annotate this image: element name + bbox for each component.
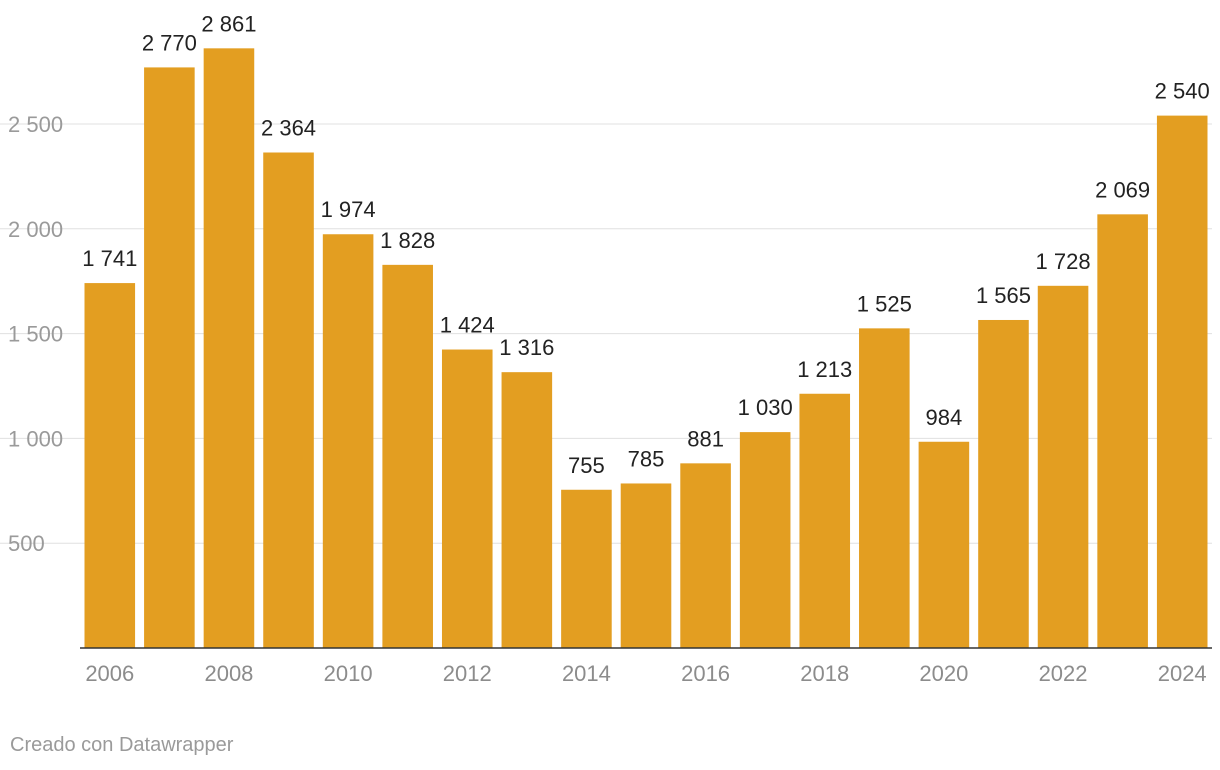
data-label-2006: 1 741 [82,246,137,271]
bar-2012 [442,350,493,648]
bar-2021 [978,320,1029,648]
y-tick-label: 2 000 [8,217,63,242]
bar-2010 [323,234,374,648]
data-label-2014: 755 [568,453,605,478]
y-tick-label: 1 500 [8,322,63,347]
data-label-2020: 984 [926,405,963,430]
bar-2008 [204,48,255,648]
data-label-2022: 1 728 [1036,249,1091,274]
data-label-2023: 2 069 [1095,177,1150,202]
y-tick-label: 500 [8,531,45,556]
x-tick-label: 2016 [681,661,730,686]
data-label-2011: 1 828 [380,228,435,253]
x-tick-label: 2014 [562,661,611,686]
data-label-2024: 2 540 [1155,79,1210,104]
bar-2017 [740,432,791,648]
x-tick-label: 2010 [324,661,373,686]
data-label-2015: 785 [628,446,665,471]
bar-2023 [1097,214,1148,648]
x-tick-label: 2012 [443,661,492,686]
bar-2011 [382,265,433,648]
bar-2015 [621,483,672,648]
data-label-2017: 1 030 [738,395,793,420]
bar-2020 [919,442,970,648]
bar-2009 [263,153,314,648]
bar-2007 [144,67,195,648]
bar-2019 [859,328,910,648]
data-label-2008: 2 861 [201,11,256,36]
bar-2022 [1038,286,1089,648]
data-label-2013: 1 316 [499,335,554,360]
data-label-2016: 881 [687,426,724,451]
x-tick-label: 2018 [800,661,849,686]
data-label-2019: 1 525 [857,291,912,316]
bar-2024 [1157,116,1208,648]
data-label-2009: 2 364 [261,116,316,141]
bar-2016 [680,463,731,648]
x-tick-label: 2024 [1158,661,1207,686]
data-label-2018: 1 213 [797,357,852,382]
y-tick-label: 1 000 [8,426,63,451]
credit-text[interactable]: Creado con Datawrapper [10,734,233,757]
x-tick-label: 2008 [204,661,253,686]
x-tick-label: 2020 [919,661,968,686]
x-tick-label: 2006 [85,661,134,686]
y-tick-label: 2 500 [8,112,63,137]
data-label-2010: 1 974 [321,197,376,222]
bar-2013 [502,372,553,648]
data-label-2021: 1 565 [976,283,1031,308]
bar-2014 [561,490,612,648]
data-label-2012: 1 424 [440,313,495,338]
bar-2006 [85,283,136,648]
data-label-2007: 2 770 [142,30,197,55]
bars [85,48,1208,648]
x-axis: 2006 2008 2010 2012 2014 2016 2018 2020 2022 2024 [80,648,1212,686]
bar-2018 [799,394,850,648]
x-tick-label: 2022 [1039,661,1088,686]
